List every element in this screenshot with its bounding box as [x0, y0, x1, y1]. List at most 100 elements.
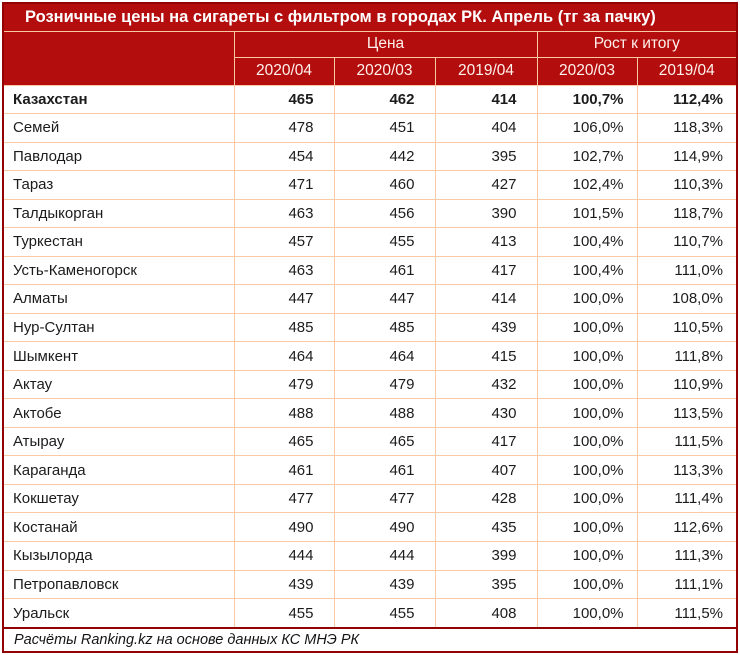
- growth-cell: 100,0%: [537, 341, 638, 371]
- table-row: Караганда 461 461 407 100,0% 113,3%: [4, 455, 737, 485]
- price-cell: 451: [334, 113, 436, 143]
- price-cell: 477: [334, 484, 436, 514]
- price-cell: 439: [234, 570, 335, 600]
- table-row: Туркестан 457 455 413 100,4% 110,7%: [4, 227, 737, 257]
- price-cell: 461: [334, 256, 436, 286]
- growth-cell: 111,8%: [637, 341, 737, 371]
- price-cell: 428: [435, 484, 538, 514]
- price-cell: 442: [334, 142, 436, 172]
- price-cell: 414: [435, 85, 538, 115]
- city-cell: Туркестан: [4, 227, 235, 257]
- price-cell: 454: [234, 142, 335, 172]
- table-row: Уральск 455 455 408 100,0% 111,5%: [4, 598, 737, 629]
- price-cell: 414: [435, 284, 538, 314]
- growth-cell: 110,9%: [637, 370, 737, 400]
- growth-cell: 102,7%: [537, 142, 638, 172]
- city-cell: Караганда: [4, 455, 235, 485]
- table-row: Шымкент 464 464 415 100,0% 111,8%: [4, 341, 737, 371]
- price-cell: 485: [334, 313, 436, 343]
- price-cell: 395: [435, 142, 538, 172]
- table-row: Кокшетау 477 477 428 100,0% 111,4%: [4, 484, 737, 514]
- col-header-growth-2020-03: 2020/03: [537, 57, 638, 86]
- table-row: Актобе 488 488 430 100,0% 113,5%: [4, 398, 737, 428]
- title-row: Розничные цены на сигареты с фильтром в …: [4, 4, 737, 32]
- city-cell: Тараз: [4, 170, 235, 200]
- city-cell: Кокшетау: [4, 484, 235, 514]
- price-cell: 417: [435, 256, 538, 286]
- growth-cell: 111,1%: [637, 570, 737, 600]
- growth-cell: 108,0%: [637, 284, 737, 314]
- price-cell: 460: [334, 170, 436, 200]
- growth-cell: 102,4%: [537, 170, 638, 200]
- price-cell: 463: [234, 199, 335, 229]
- footer-row: Расчёты Ranking.kz на основе данных КС М…: [4, 627, 737, 651]
- table-row: Кызылорда 444 444 399 100,0% 111,3%: [4, 541, 737, 571]
- table-row: Нур-Султан 485 485 439 100,0% 110,5%: [4, 313, 737, 343]
- growth-cell: 112,4%: [637, 85, 737, 115]
- group-header-row: Цена Рост к итогу: [4, 31, 737, 86]
- growth-cell: 100,0%: [537, 598, 638, 629]
- growth-cell: 111,5%: [637, 598, 737, 629]
- price-cell: 415: [435, 341, 538, 371]
- growth-cell: 100,0%: [537, 427, 638, 457]
- price-cell: 488: [234, 398, 335, 428]
- price-cell: 430: [435, 398, 538, 428]
- city-cell: Актау: [4, 370, 235, 400]
- price-cell: 471: [234, 170, 335, 200]
- growth-cell: 100,0%: [537, 541, 638, 571]
- col-header-price-2019-04: 2019/04: [435, 57, 538, 86]
- growth-cell: 100,0%: [537, 313, 638, 343]
- price-cell: 464: [334, 341, 436, 371]
- col-header-price-2020-03: 2020/03: [334, 57, 436, 86]
- table-row: Тараз 471 460 427 102,4% 110,3%: [4, 170, 737, 200]
- growth-cell: 111,3%: [637, 541, 737, 571]
- price-cell: 444: [234, 541, 335, 571]
- page-title: Розничные цены на сигареты с фильтром в …: [4, 4, 737, 32]
- growth-cell: 100,4%: [537, 227, 638, 257]
- col-header-growth-2019-04: 2019/04: [637, 57, 737, 86]
- price-cell: 439: [334, 570, 436, 600]
- source-note: Расчёты Ranking.kz на основе данных КС М…: [4, 627, 737, 651]
- growth-cell: 111,0%: [637, 256, 737, 286]
- city-cell: Нур-Султан: [4, 313, 235, 343]
- growth-cell: 100,0%: [537, 512, 638, 542]
- growth-cell: 106,0%: [537, 113, 638, 143]
- growth-cell: 110,3%: [637, 170, 737, 200]
- price-cell: 435: [435, 512, 538, 542]
- table-row: Усть-Каменогорск 463 461 417 100,4% 111,0%: [4, 256, 737, 286]
- price-cell: 461: [234, 455, 335, 485]
- growth-cell: 100,7%: [537, 85, 638, 115]
- table-row: Петропавловск 439 439 395 100,0% 111,1%: [4, 570, 737, 600]
- table-row: Павлодар 454 442 395 102,7% 114,9%: [4, 142, 737, 172]
- price-cell: 455: [334, 598, 436, 629]
- growth-cell: 110,5%: [637, 313, 737, 343]
- price-cell: 461: [334, 455, 436, 485]
- price-cell: 455: [234, 598, 335, 629]
- city-cell: Костанай: [4, 512, 235, 542]
- table-row: Актау 479 479 432 100,0% 110,9%: [4, 370, 737, 400]
- price-cell: 395: [435, 570, 538, 600]
- price-cell: 399: [435, 541, 538, 571]
- table-row: Семей 478 451 404 106,0% 118,3%: [4, 113, 737, 143]
- price-cell: 456: [334, 199, 436, 229]
- table-row: Алматы 447 447 414 100,0% 108,0%: [4, 284, 737, 314]
- price-cell: 417: [435, 427, 538, 457]
- price-cell: 447: [234, 284, 335, 314]
- city-cell: Павлодар: [4, 142, 235, 172]
- growth-cell: 113,3%: [637, 455, 737, 485]
- price-cell: 485: [234, 313, 335, 343]
- city-cell: Актобе: [4, 398, 235, 428]
- price-cell: 465: [234, 427, 335, 457]
- price-cell: 447: [334, 284, 436, 314]
- city-cell: Кызылорда: [4, 541, 235, 571]
- price-cell: 407: [435, 455, 538, 485]
- growth-cell: 100,0%: [537, 484, 638, 514]
- growth-group-header: Рост к итогу: [537, 31, 737, 58]
- city-cell: Атырау: [4, 427, 235, 457]
- price-cell: 465: [334, 427, 436, 457]
- growth-cell: 100,0%: [537, 284, 638, 314]
- growth-cell: 114,9%: [637, 142, 737, 172]
- growth-cell: 110,7%: [637, 227, 737, 257]
- city-cell: Шымкент: [4, 341, 235, 371]
